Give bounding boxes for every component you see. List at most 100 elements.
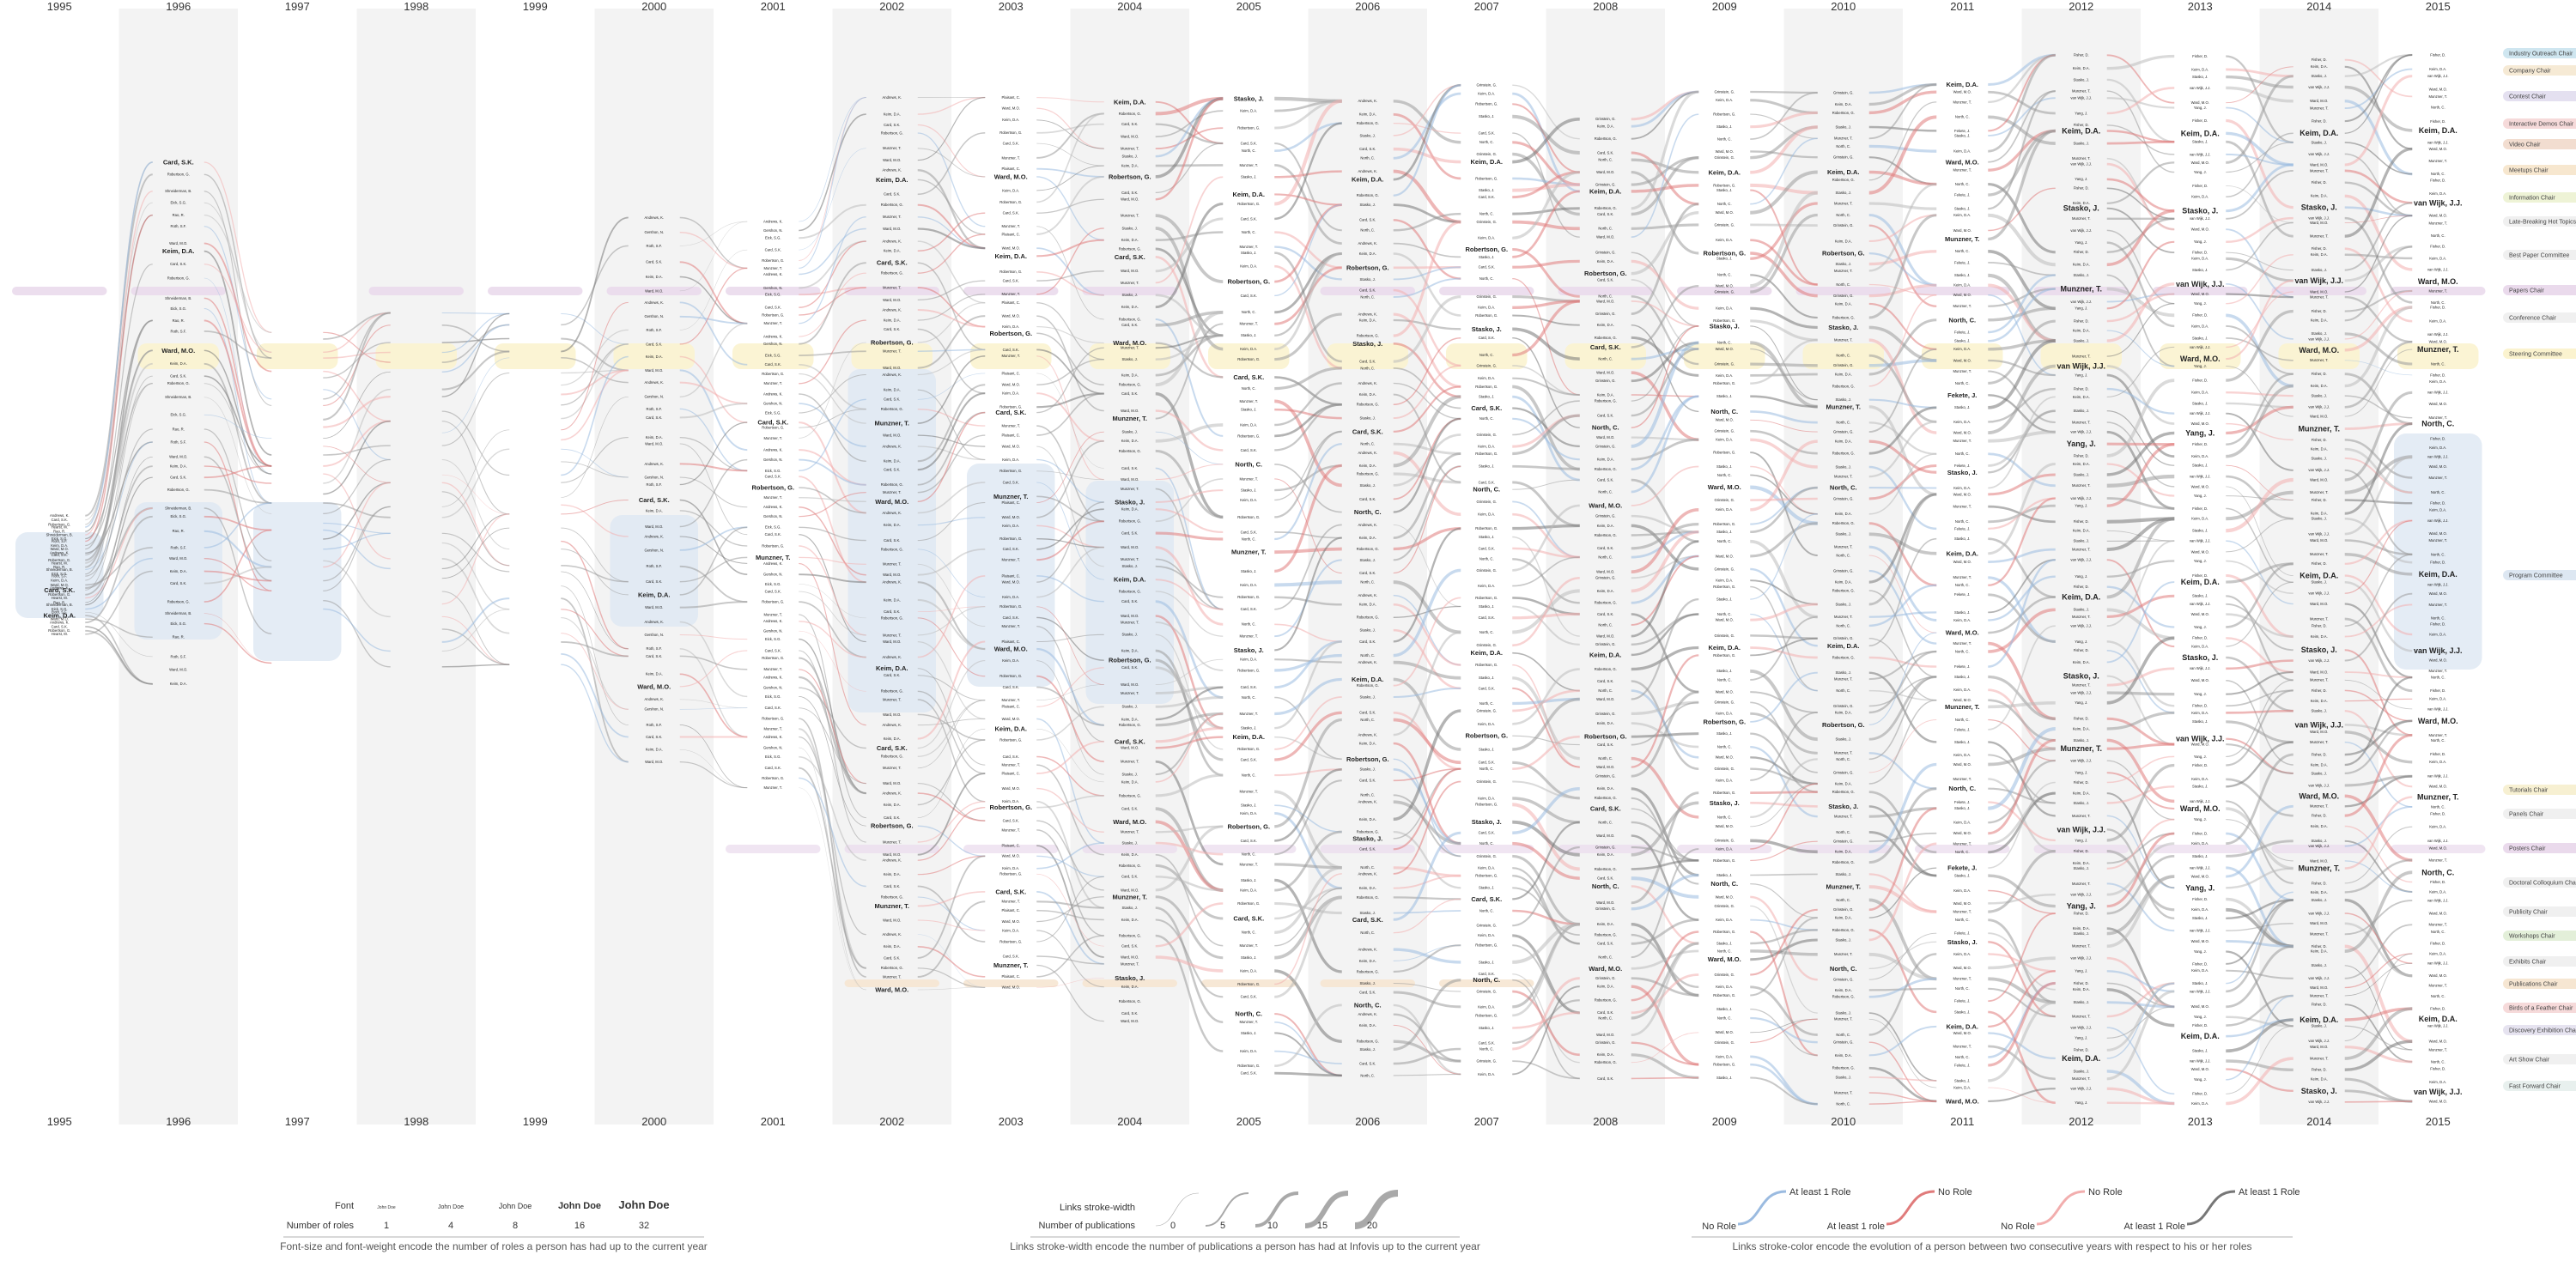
person-name: Robertson, G. (999, 674, 1022, 678)
person-link (2226, 252, 2293, 271)
person-link (2226, 741, 2293, 788)
person-link (1749, 191, 1819, 288)
person-link (1988, 970, 2056, 1028)
person-link (2344, 603, 2413, 679)
person-name: Eick, S.G. (765, 293, 781, 297)
person-link (1155, 247, 1224, 337)
person-link (2344, 1040, 2413, 1072)
person-name: Ward, M.O. (994, 646, 1028, 653)
person-name: Stasko, J. (2312, 963, 2327, 967)
person-link (1274, 623, 1342, 643)
person-link (2226, 142, 2293, 173)
person-name: Ward, M.O. (883, 298, 901, 302)
person-link (1155, 342, 1224, 379)
person-name: Keim, D.A. (1121, 779, 1139, 784)
person-link (1274, 811, 1342, 890)
person-link (917, 384, 986, 463)
person-link (1155, 600, 1224, 699)
person-link (917, 548, 986, 576)
person-name: Stasko, J. (1241, 726, 1256, 731)
person-name: North, C. (2431, 930, 2445, 934)
person-link (1750, 223, 1818, 227)
person-name: North, C. (1242, 149, 1256, 153)
person-link (917, 896, 986, 931)
person-name: Stasko, J. (1479, 464, 1494, 469)
person-name: Munzner, T. (2072, 483, 2091, 488)
person-name: Yang, J. (2075, 1036, 2087, 1040)
person-link (1393, 982, 1461, 992)
person-link (1393, 1040, 1461, 1063)
person-name: Munzner, T. (2417, 793, 2459, 802)
person-name: North, C. (1717, 949, 1732, 953)
person-link (1512, 314, 1580, 326)
person-name: Eick, S.G. (52, 607, 68, 611)
person-name: Grinstein, G. (1833, 363, 1854, 367)
person-link (1868, 421, 1937, 478)
person-name: Keim, D.A. (1946, 81, 1978, 88)
person-link (917, 825, 986, 857)
person-link (1274, 382, 1342, 427)
program-committee-band (134, 502, 222, 640)
person-name: North, C. (1710, 880, 1738, 888)
person-name: Keim, D.A. (1953, 486, 1971, 490)
posters-chair-band (2153, 845, 2248, 853)
person-link (204, 319, 272, 467)
person-name: Gershon, N. (644, 548, 664, 552)
person-link (1631, 942, 1699, 1037)
category-swatch (2503, 216, 2576, 227)
person-name: Munzner, T. (1953, 505, 1971, 509)
person-link (323, 532, 391, 550)
person-name: Robertson, G. (999, 405, 1022, 409)
person-link (1155, 391, 1224, 519)
person-link (1155, 876, 1224, 892)
person-name: Card, S.K. (170, 374, 186, 379)
person-name: Keim, D.A. (1240, 347, 1257, 351)
person-link (1868, 569, 1937, 645)
person-link (1155, 97, 1224, 201)
person-name: North, C. (1242, 537, 1256, 541)
person-name: Andrews, K. (1358, 660, 1377, 664)
person-name: Ward, M.O. (645, 288, 663, 293)
person-name: Keim, D.A. (646, 275, 663, 279)
person-link (1512, 787, 1580, 835)
person-name: Keim, D.A. (2419, 126, 2458, 135)
person-name: Munzner, T. (1834, 136, 1853, 141)
person-name: North, C. (1955, 583, 1970, 587)
year-label-bottom-2013: 2013 (2188, 1115, 2213, 1128)
person-link (2226, 743, 2293, 774)
person-link (917, 801, 986, 843)
person-link (1988, 274, 2056, 334)
person-name: Ward, M.O. (1953, 762, 1971, 767)
year-label-bottom-2012: 2012 (2069, 1115, 2093, 1128)
person-link (1155, 478, 1224, 523)
person-link (2344, 953, 2413, 989)
person-name: Stasko, J. (2192, 594, 2208, 598)
person-name: Grinstein, G. (1595, 906, 1616, 911)
person-link (1393, 1073, 1461, 1076)
person-name: Fisher, D. (2430, 942, 2445, 946)
person-name: Robertson, G. (1475, 803, 1498, 807)
person-link (1868, 440, 1937, 474)
person-name: Stasko, J. (2312, 268, 2327, 272)
person-name: Card, S.K. (1479, 195, 1495, 199)
person-link (441, 597, 510, 643)
person-link (799, 240, 866, 308)
person-link (1750, 497, 1818, 501)
person-name: Robertson, G. (1119, 449, 1141, 453)
person-name: Shneiderman, B. (165, 395, 191, 399)
person-link (1750, 213, 1818, 294)
person-link (204, 383, 272, 475)
papers-chair-band (1439, 287, 1534, 295)
person-name: Ward, M.O. (1953, 492, 1971, 496)
person-link (1036, 634, 1104, 643)
person-link (1036, 495, 1104, 523)
person-link (1155, 565, 1224, 598)
person-name: Robertson, G. (1832, 384, 1855, 388)
person-link (917, 617, 986, 677)
person-name: Yang, J. (2194, 301, 2207, 306)
person-name: Fisher, D. (2192, 379, 2208, 383)
person-link (1988, 387, 2056, 423)
person-link (561, 633, 629, 710)
person-link (679, 510, 748, 547)
person-link (204, 173, 272, 359)
